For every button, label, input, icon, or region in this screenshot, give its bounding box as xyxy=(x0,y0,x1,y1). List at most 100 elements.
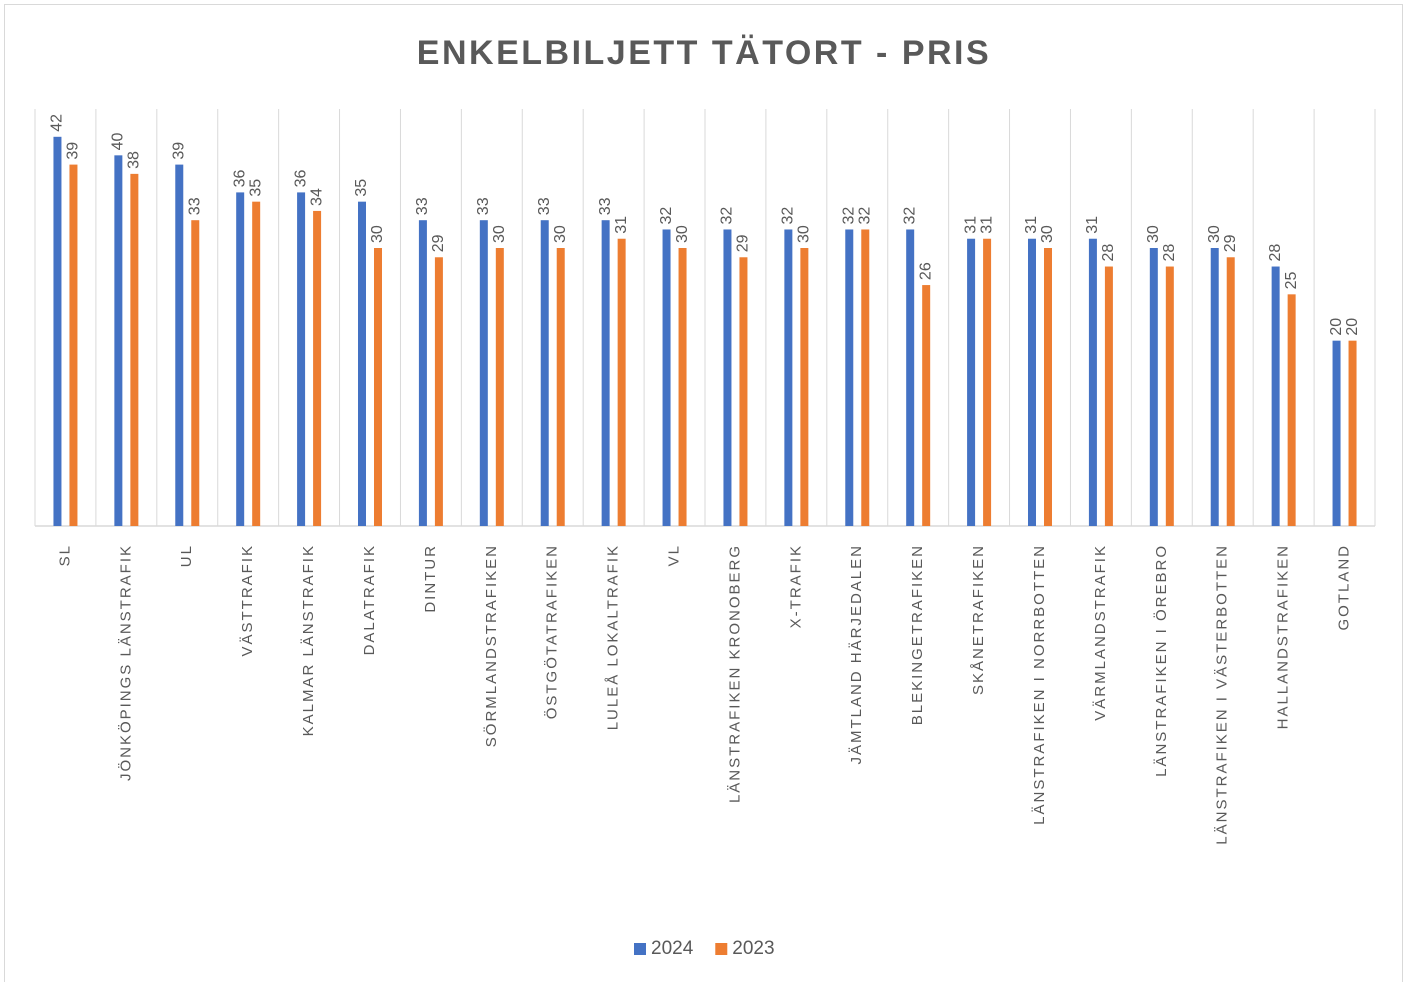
bar xyxy=(1044,248,1052,526)
x-tick-label: SKÅNETRAFIKEN xyxy=(970,544,987,695)
value-label: 36 xyxy=(231,170,248,188)
bar xyxy=(418,220,427,526)
bar xyxy=(1165,266,1174,526)
bar xyxy=(784,229,793,526)
value-label: 32 xyxy=(780,207,797,225)
bar xyxy=(540,220,549,526)
x-tick-label: X-TRAFIK xyxy=(787,544,804,628)
bar xyxy=(374,248,382,526)
x-tick-label: VÄSTTRAFIK xyxy=(239,544,256,657)
value-label: 30 xyxy=(369,225,386,243)
legend-label: 2023 xyxy=(732,938,774,959)
bar xyxy=(678,248,687,526)
value-label: 20 xyxy=(1344,318,1361,336)
bar xyxy=(967,238,976,526)
x-tick-label: JÄMTLAND HÄRJEDALEN xyxy=(848,544,865,765)
bar xyxy=(191,220,200,526)
x-tick-label: GOTLAND xyxy=(1336,544,1353,631)
value-label: 35 xyxy=(353,179,370,197)
x-tick-label: VL xyxy=(666,544,683,566)
bar xyxy=(617,238,626,526)
value-label: 30 xyxy=(674,225,691,243)
bar xyxy=(1149,248,1158,526)
value-label: 32 xyxy=(658,207,675,225)
value-label: 34 xyxy=(308,188,325,206)
value-label: 33 xyxy=(536,197,553,215)
chart-border xyxy=(4,4,1403,982)
bar xyxy=(1348,340,1357,526)
value-label: 29 xyxy=(430,234,447,252)
bar xyxy=(845,229,854,526)
x-tick-label: BLEKINGETRAFIKEN xyxy=(909,544,926,725)
value-label: 31 xyxy=(1023,216,1040,234)
bar xyxy=(861,229,870,526)
bar xyxy=(175,164,184,526)
chart-title: ENKELBILJETT TÄTORT - PRIS xyxy=(417,34,991,72)
bar xyxy=(1028,238,1036,526)
bar xyxy=(556,248,565,526)
x-tick-label: DALATRAFIK xyxy=(361,544,378,655)
x-tick-label: LÄNSTRAFIKEN KRONOBERG xyxy=(726,544,743,803)
bar xyxy=(662,229,671,526)
bar xyxy=(1226,257,1235,526)
bar xyxy=(358,201,366,526)
bar xyxy=(1287,294,1296,526)
x-tick-label: UL xyxy=(178,544,195,567)
value-label: 31 xyxy=(613,216,630,234)
value-label: 29 xyxy=(735,234,752,252)
bar xyxy=(130,173,139,526)
value-label: 31 xyxy=(978,216,995,234)
bar xyxy=(297,192,306,526)
value-label: 36 xyxy=(292,170,309,188)
bar xyxy=(601,220,610,526)
bar xyxy=(69,164,78,526)
value-label: 20 xyxy=(1328,318,1345,336)
bar xyxy=(1104,266,1113,526)
value-label: 31 xyxy=(962,216,979,234)
value-label: 42 xyxy=(49,114,66,132)
x-tick-label: ÖSTGÖTATRAFIKEN xyxy=(543,544,561,719)
x-tick-label: JÖNKÖPINGS LÄNSTRAFIK xyxy=(116,544,134,781)
value-label: 28 xyxy=(1100,244,1117,262)
value-label: 33 xyxy=(414,197,431,215)
value-label: 32 xyxy=(719,207,736,225)
value-label: 32 xyxy=(856,207,873,225)
value-label: 30 xyxy=(1145,225,1162,243)
value-label: 30 xyxy=(552,225,569,243)
bar xyxy=(922,285,931,526)
x-tick-label: VÄRMLANDSTRAFIK xyxy=(1092,544,1109,721)
x-tick-label: KALMAR LÄNSTRAFIK xyxy=(300,544,317,736)
bar xyxy=(495,248,504,526)
bar xyxy=(236,192,245,526)
x-tick-label: DINTUR xyxy=(422,544,439,613)
legend-label: 2024 xyxy=(651,938,694,959)
value-label: 25 xyxy=(1283,271,1300,289)
value-label: 39 xyxy=(170,142,187,160)
bar xyxy=(723,229,732,526)
bar xyxy=(800,248,809,526)
value-label: 30 xyxy=(1039,225,1056,243)
legend-swatch xyxy=(634,943,646,955)
bar xyxy=(1210,248,1219,526)
bar xyxy=(983,238,992,526)
bar xyxy=(53,136,62,527)
value-label: 30 xyxy=(491,225,508,243)
bar xyxy=(906,229,915,526)
x-tick-label: LÄNSTRAFIKEN I ÖREBRO xyxy=(1152,544,1170,777)
value-label: 30 xyxy=(1206,225,1223,243)
bar xyxy=(479,220,488,526)
value-label: 32 xyxy=(901,207,918,225)
x-tick-label: SÖRMLANDSTRAFIKEN xyxy=(482,544,500,747)
value-label: 28 xyxy=(1161,244,1178,262)
bar xyxy=(1271,266,1280,526)
legend-swatch xyxy=(715,943,728,955)
bar xyxy=(1332,340,1341,526)
x-tick-label: LÄNSTRAFIKEN I VÄSTERBOTTEN xyxy=(1214,544,1231,845)
value-label: 26 xyxy=(917,262,934,280)
value-label: 33 xyxy=(475,197,492,215)
x-tick-label: LULEÅ LOKALTRAFIK xyxy=(605,544,622,730)
value-label: 33 xyxy=(597,197,614,215)
bar xyxy=(313,210,322,526)
value-label: 30 xyxy=(796,225,813,243)
